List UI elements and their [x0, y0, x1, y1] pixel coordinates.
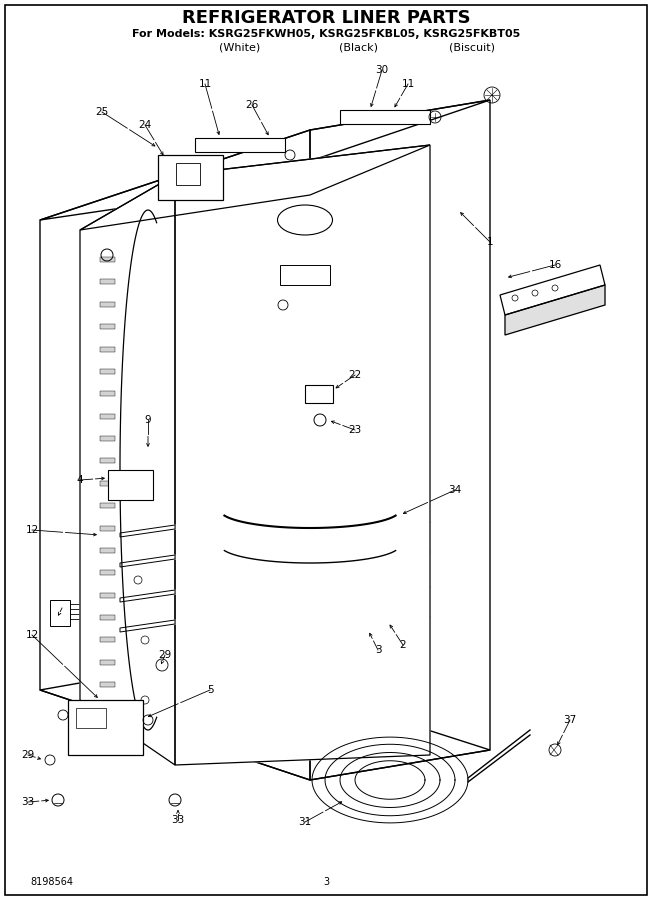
Polygon shape	[80, 175, 175, 765]
Text: 7: 7	[59, 603, 65, 613]
Bar	[100, 392, 115, 396]
Bar	[100, 660, 115, 665]
Polygon shape	[175, 145, 430, 765]
Polygon shape	[310, 100, 490, 780]
Text: 11: 11	[402, 79, 415, 89]
Bar	[100, 526, 115, 531]
Text: 12: 12	[25, 525, 38, 535]
Polygon shape	[120, 555, 175, 567]
Polygon shape	[120, 590, 175, 602]
FancyBboxPatch shape	[305, 385, 333, 403]
Bar	[100, 324, 115, 329]
Bar	[100, 458, 115, 464]
Bar	[100, 503, 115, 508]
Bar	[100, 727, 115, 732]
Text: REFRIGERATOR LINER PARTS: REFRIGERATOR LINER PARTS	[182, 9, 470, 27]
Text: 9: 9	[145, 415, 151, 425]
FancyBboxPatch shape	[340, 110, 430, 124]
Text: 31: 31	[299, 817, 312, 827]
Text: 33: 33	[22, 797, 35, 807]
Polygon shape	[80, 145, 430, 230]
Bar	[100, 637, 115, 643]
Text: 23: 23	[348, 425, 362, 435]
Bar	[100, 481, 115, 486]
Polygon shape	[500, 265, 605, 315]
Text: 11: 11	[198, 79, 212, 89]
Text: MAX: MAX	[84, 716, 96, 721]
Polygon shape	[40, 130, 310, 780]
Text: 25: 25	[95, 107, 109, 117]
Text: 4: 4	[77, 475, 83, 485]
Bar	[100, 414, 115, 418]
Text: (Biscuit): (Biscuit)	[449, 43, 495, 53]
FancyBboxPatch shape	[50, 600, 70, 626]
Text: 37: 37	[563, 715, 576, 725]
Bar	[100, 369, 115, 374]
Polygon shape	[40, 660, 490, 780]
Bar	[108, 470, 153, 500]
Bar	[100, 436, 115, 441]
Text: 16: 16	[548, 260, 561, 270]
Text: 22: 22	[348, 370, 362, 380]
Text: (White): (White)	[219, 43, 261, 53]
Text: 5: 5	[207, 685, 213, 695]
Text: 29: 29	[22, 750, 35, 760]
FancyBboxPatch shape	[68, 700, 143, 755]
Polygon shape	[120, 525, 175, 537]
Polygon shape	[120, 620, 175, 632]
Text: 33: 33	[171, 815, 185, 825]
Text: 40 WATT: 40 WATT	[78, 725, 102, 731]
Bar	[100, 279, 115, 284]
Text: 34: 34	[449, 485, 462, 495]
Bar	[100, 682, 115, 688]
Text: 1: 1	[486, 237, 494, 247]
Bar	[100, 571, 115, 575]
Bar	[100, 548, 115, 553]
Text: 12: 12	[25, 630, 38, 640]
Bar	[100, 705, 115, 709]
Bar	[100, 615, 115, 620]
Polygon shape	[505, 285, 605, 335]
Text: 26: 26	[245, 100, 259, 110]
Bar	[100, 346, 115, 352]
Bar	[100, 593, 115, 598]
Text: 2: 2	[400, 640, 406, 650]
FancyBboxPatch shape	[158, 155, 223, 200]
Bar	[100, 302, 115, 307]
Text: 3: 3	[375, 645, 381, 655]
Text: 3: 3	[323, 877, 329, 887]
Text: 29: 29	[158, 650, 171, 660]
Text: For Models: KSRG25FKWH05, KSRG25FKBL05, KSRG25FKBT05: For Models: KSRG25FKWH05, KSRG25FKBL05, …	[132, 29, 520, 39]
Text: (Black): (Black)	[338, 43, 378, 53]
Polygon shape	[40, 100, 490, 220]
Text: 30: 30	[376, 65, 389, 75]
Text: 24: 24	[138, 120, 152, 130]
Bar	[100, 257, 115, 262]
FancyBboxPatch shape	[195, 138, 285, 152]
Bar	[280, 265, 330, 285]
Text: 8198564: 8198564	[30, 877, 73, 887]
